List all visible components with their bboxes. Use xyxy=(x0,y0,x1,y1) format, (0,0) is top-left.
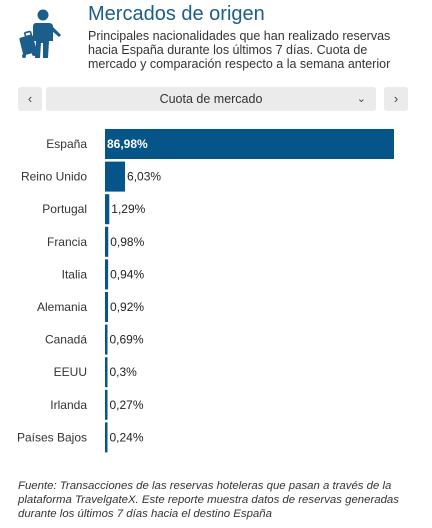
value-label: 0,94% xyxy=(110,267,144,281)
metric-select[interactable]: Cuota de mercado ⌄ xyxy=(46,87,376,111)
bar[interactable] xyxy=(105,357,108,388)
category-label: Canadá xyxy=(45,333,87,347)
category-label: Francia xyxy=(47,235,87,249)
category-label: Alemania xyxy=(37,300,87,314)
bar[interactable] xyxy=(105,292,109,322)
chevron-right-icon: › xyxy=(393,91,399,106)
value-label: 6,03% xyxy=(127,170,161,184)
value-label: 0,98% xyxy=(110,235,144,249)
bar[interactable] xyxy=(105,194,110,225)
bar[interactable] xyxy=(105,389,108,420)
bar[interactable] xyxy=(105,259,109,290)
previous-button[interactable]: ‹ xyxy=(18,87,42,111)
next-button[interactable]: › xyxy=(384,87,408,111)
page-subtitle: Principales nacionalidades que han reali… xyxy=(88,29,391,71)
source-footnote: Fuente: Transacciones de las reservas ho… xyxy=(18,480,399,520)
traveler-luggage-icon xyxy=(19,9,61,58)
value-label: 1,29% xyxy=(111,202,145,216)
value-label: 0,27% xyxy=(110,398,144,412)
value-label: 86,98% xyxy=(107,137,148,151)
category-label: EEUU xyxy=(54,365,87,379)
bar[interactable] xyxy=(105,129,394,159)
category-label: Italia xyxy=(62,267,88,281)
value-label: 0,24% xyxy=(110,430,144,444)
header: Mercados de origen Principales nacionali… xyxy=(0,0,432,80)
bar[interactable] xyxy=(105,161,126,192)
chevron-left-icon: ‹ xyxy=(27,91,33,106)
value-label: 0,3% xyxy=(110,365,138,379)
metric-select-value: Cuota de mercado xyxy=(159,92,263,106)
chevron-down-icon: ⌄ xyxy=(356,93,366,105)
category-label: Irlanda xyxy=(50,398,87,412)
bar[interactable] xyxy=(105,324,108,355)
value-label: 0,92% xyxy=(110,300,144,314)
bar[interactable] xyxy=(105,226,109,257)
category-label: España xyxy=(46,137,87,151)
category-label: Reino Unido xyxy=(21,170,87,184)
market-share-bar-chart: España 86,98% Reino Unido 6,03% Portugal 1,29… xyxy=(17,129,394,453)
bar[interactable] xyxy=(105,422,108,453)
category-label: Países Bajos xyxy=(17,430,87,444)
category-label: Portugal xyxy=(42,202,87,216)
page-title: Mercados de origen xyxy=(88,3,265,25)
value-label: 0,69% xyxy=(110,333,144,347)
